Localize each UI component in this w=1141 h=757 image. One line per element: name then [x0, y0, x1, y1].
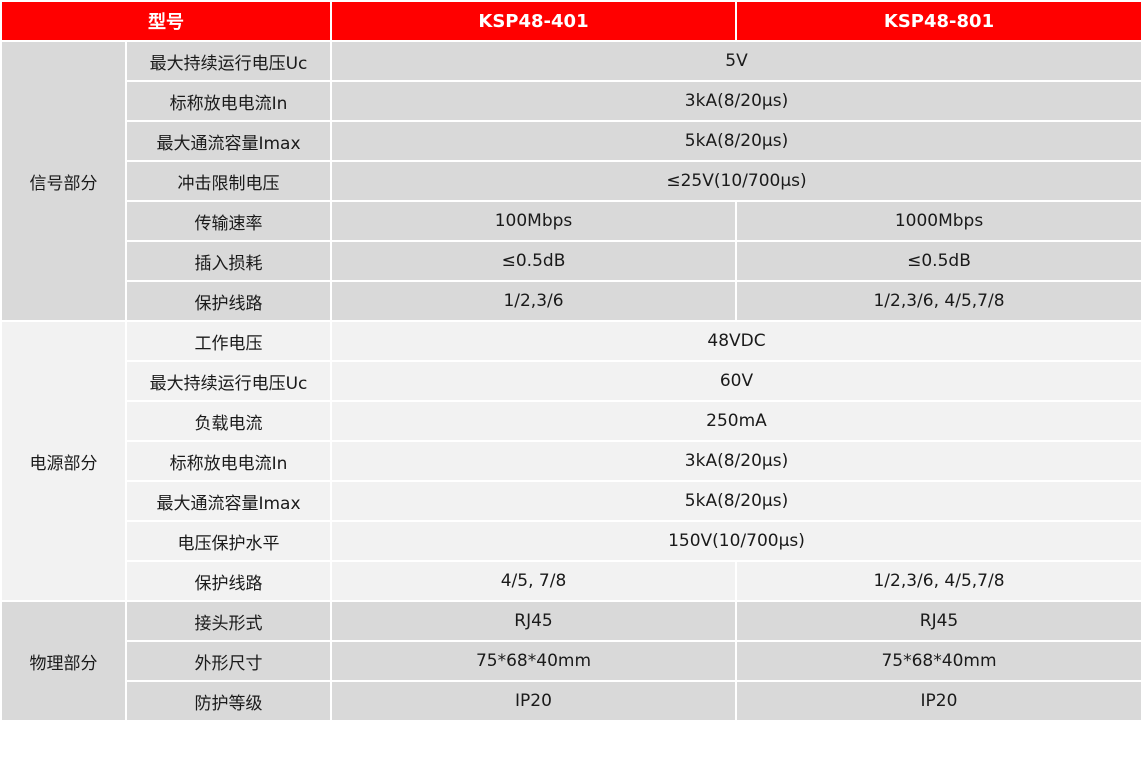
table-row: 电压保护水平 150V(10/700μs) — [1, 520, 1141, 562]
table-row: 标称放电电流In 3kA(8/20μs) — [1, 80, 1141, 122]
group-label: 信号部分 — [0, 40, 127, 322]
value-cell-ksp48-401: ≤0.5dB — [330, 240, 737, 282]
param-label: 保护线路 — [125, 560, 332, 602]
model-header: 型号 — [0, 0, 332, 42]
value-cell-ksp48-401: 4/5, 7/8 — [330, 560, 737, 602]
param-label: 最大持续运行电压Uc — [125, 360, 332, 402]
param-label: 冲击限制电压 — [125, 160, 332, 202]
param-label: 标称放电电流In — [125, 80, 332, 122]
param-label: 外形尺寸 — [125, 640, 332, 682]
table-row: 保护线路 1/2,3/6 1/2,3/6, 4/5,7/8 — [1, 280, 1141, 322]
value-cell-ksp48-401: 1/2,3/6 — [330, 280, 737, 322]
value-cell-ksp48-801: 1/2,3/6, 4/5,7/8 — [735, 560, 1141, 602]
group-label: 物理部分 — [0, 600, 127, 722]
header-row: 型号 KSP48-401 KSP48-801 — [0, 0, 1141, 42]
param-label: 最大通流容量Imax — [125, 480, 332, 522]
spec-table: 型号 KSP48-401 KSP48-801 信号部分 最大持续运行电压Uc 5V 标… — [0, 0, 1141, 722]
model-ksp48-801-header: KSP48-801 — [735, 0, 1141, 42]
value-cell: 5kA(8/20μs) — [330, 120, 1141, 162]
table-row: 最大通流容量Imax 5kA(8/20μs) — [1, 480, 1141, 522]
table-row: 物理部分 接头形式 RJ45 RJ45 — [0, 600, 1141, 722]
value-cell: 250mA — [330, 400, 1141, 442]
param-label: 最大持续运行电压Uc — [125, 40, 332, 82]
table-row: 最大持续运行电压Uc 60V — [1, 360, 1141, 402]
table-row: 电源部分 工作电压 48VDC — [0, 320, 1141, 602]
table-row: 外形尺寸 75*68*40mm 75*68*40mm — [1, 640, 1141, 682]
table-row: 标称放电电流In 3kA(8/20μs) — [1, 440, 1141, 482]
table-row: 传输速率 100Mbps 1000Mbps — [1, 200, 1141, 242]
value-cell-ksp48-801: 75*68*40mm — [735, 640, 1141, 682]
value-cell: 60V — [330, 360, 1141, 402]
value-cell-ksp48-801: 1/2,3/6, 4/5,7/8 — [735, 280, 1141, 322]
param-label: 插入损耗 — [125, 240, 332, 282]
value-cell-ksp48-801: IP20 — [735, 680, 1141, 722]
param-label: 接头形式 — [125, 600, 332, 642]
param-label: 保护线路 — [125, 280, 332, 322]
value-cell-ksp48-401: 100Mbps — [330, 200, 737, 242]
param-label: 最大通流容量Imax — [125, 120, 332, 162]
model-ksp48-401-header: KSP48-401 — [330, 0, 737, 42]
table-row: 冲击限制电压 ≤25V(10/700μs) — [1, 160, 1141, 202]
value-cell: 3kA(8/20μs) — [330, 80, 1141, 122]
value-cell-ksp48-801: RJ45 — [735, 600, 1141, 642]
table-row: 最大通流容量Imax 5kA(8/20μs) — [1, 120, 1141, 162]
value-cell: 48VDC — [330, 320, 1141, 362]
value-cell: 5kA(8/20μs) — [330, 480, 1141, 522]
group-label: 电源部分 — [0, 320, 127, 602]
value-cell-ksp48-801: 1000Mbps — [735, 200, 1141, 242]
value-cell: ≤25V(10/700μs) — [330, 160, 1141, 202]
table-row: 防护等级 IP20 IP20 — [1, 680, 1141, 722]
value-cell-ksp48-801: ≤0.5dB — [735, 240, 1141, 282]
param-label: 传输速率 — [125, 200, 332, 242]
table-row: 负载电流 250mA — [1, 400, 1141, 442]
table-row: 插入损耗 ≤0.5dB ≤0.5dB — [1, 240, 1141, 282]
param-label: 防护等级 — [125, 680, 332, 722]
value-cell-ksp48-401: RJ45 — [330, 600, 737, 642]
param-label: 工作电压 — [125, 320, 332, 362]
param-label: 电压保护水平 — [125, 520, 332, 562]
table-row: 信号部分 最大持续运行电压Uc 5V — [0, 40, 1141, 322]
value-cell: 3kA(8/20μs) — [330, 440, 1141, 482]
table-row: 保护线路 4/5, 7/8 1/2,3/6, 4/5,7/8 — [1, 560, 1141, 602]
value-cell: 150V(10/700μs) — [330, 520, 1141, 562]
param-label: 标称放电电流In — [125, 440, 332, 482]
value-cell-ksp48-401: IP20 — [330, 680, 737, 722]
value-cell: 5V — [330, 40, 1141, 82]
param-label: 负载电流 — [125, 400, 332, 442]
value-cell-ksp48-401: 75*68*40mm — [330, 640, 737, 682]
